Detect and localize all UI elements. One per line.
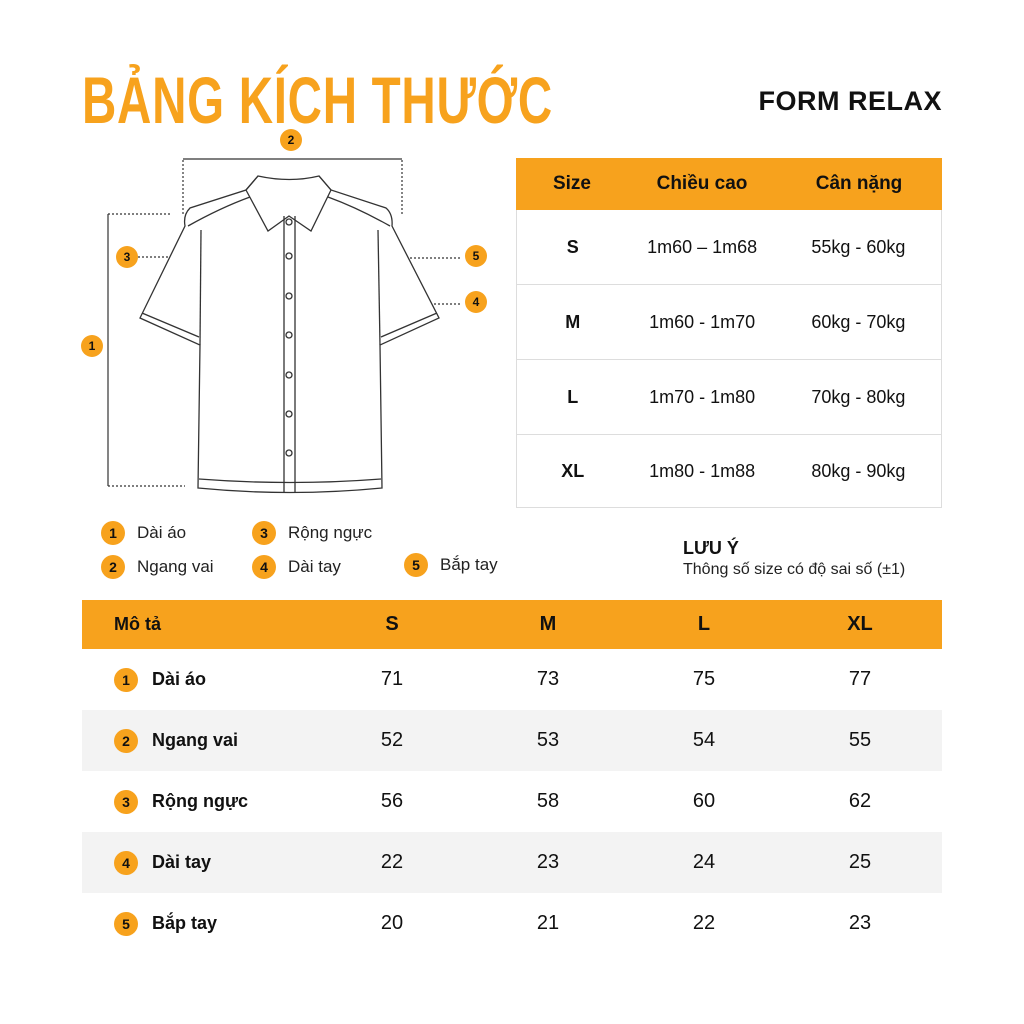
size-row: S 1m60 – 1m68 55kg - 60kg [516, 210, 942, 285]
weight: 70kg - 80kg [811, 386, 906, 407]
row-label: 5 Bắp tay [82, 911, 314, 936]
cell-value: 75 [692, 668, 716, 690]
weight: 60kg - 70kg [811, 311, 906, 332]
size-table-header: Size Chiều cao Cân nặng [516, 158, 942, 210]
row-badge: 5 [114, 911, 138, 936]
cell-value: 62 [848, 790, 872, 812]
legend-item: 1 Dài áo [101, 521, 186, 545]
measure-row: 1 Dài áo 71 73 75 77 [82, 649, 942, 710]
size: S [566, 236, 579, 257]
legend-badge: 4 [252, 555, 276, 579]
shirt-diagram [107, 158, 462, 494]
legend-item: 2 Ngang vai [101, 555, 214, 579]
cell-value: 73 [536, 668, 560, 690]
size-row: L 1m70 - 1m80 70kg - 80kg [516, 360, 942, 435]
header-description: Mô tả [114, 614, 161, 634]
cell-value: 56 [380, 790, 404, 812]
header-m: M [539, 613, 557, 635]
cell-value: 22 [692, 912, 716, 934]
legend-item: 3 Rộng ngực [252, 521, 372, 545]
weight: 80kg - 90kg [811, 460, 906, 481]
measure-row: 3 Rộng ngực 56 58 60 62 [82, 771, 942, 832]
cell-value: 20 [380, 912, 404, 934]
cell-value: 22 [380, 851, 404, 873]
legend-badge: 1 [101, 521, 125, 545]
size-row: M 1m60 - 1m70 60kg - 70kg [516, 285, 942, 360]
buttons-group [285, 218, 293, 457]
height: 1m80 - 1m88 [649, 460, 756, 481]
height: 1m70 - 1m80 [649, 386, 756, 407]
legend-item: 5 Bắp tay [404, 553, 498, 577]
legend-badge: 5 [404, 553, 428, 577]
row-label: 3 Rộng ngực [82, 789, 314, 814]
cell-value: 25 [848, 851, 872, 873]
cell-value: 55 [848, 729, 872, 751]
header-height: Chiều cao [656, 173, 748, 194]
header-xl: XL [847, 613, 873, 635]
marker-5: 5 [465, 245, 487, 267]
row-label-text: Dài áo [152, 669, 207, 689]
row-badge: 1 [114, 667, 138, 692]
legend-label: Dài tay [288, 557, 341, 576]
size: L [567, 386, 579, 407]
marker-3: 3 [116, 246, 138, 268]
size: XL [561, 460, 585, 481]
cell-value: 23 [536, 851, 560, 873]
row-label-text: Bắp tay [152, 913, 218, 933]
cell-value: 54 [692, 729, 716, 751]
legend-badge: 3 [252, 521, 276, 545]
page-title: BẢNG KÍCH THƯỚC [82, 63, 553, 137]
header-size: Size [552, 173, 592, 194]
row-label-text: Ngang vai [152, 730, 239, 750]
legend-label: Rộng ngực [288, 523, 373, 542]
height: 1m60 - 1m70 [649, 311, 756, 332]
header-weight: Cân nặng [815, 173, 903, 194]
note-title: LƯU Ý [683, 538, 739, 558]
cell-value: 21 [536, 912, 560, 934]
measure-table-header: Mô tả S M L XL [82, 600, 942, 649]
cell-value: 24 [692, 851, 716, 873]
row-badge: 4 [114, 850, 138, 875]
marker-2: 2 [280, 129, 302, 151]
row-label: 2 Ngang vai [82, 728, 314, 753]
header-l: L [697, 613, 711, 635]
row-badge: 3 [114, 789, 138, 814]
size: M [565, 311, 581, 332]
form-label: FORM RELAX [758, 86, 942, 116]
marker-4: 4 [465, 291, 487, 313]
cell-value: 52 [380, 729, 404, 751]
legend-item: 4 Dài tay [252, 555, 341, 579]
header-s: S [385, 613, 399, 635]
row-label-text: Dài tay [152, 852, 212, 872]
measure-row: 4 Dài tay 22 23 24 25 [82, 832, 942, 893]
note-text: Thông số size có độ sai số (±1) [683, 561, 906, 578]
cell-value: 71 [380, 668, 404, 690]
row-label-text: Rộng ngực [152, 791, 249, 811]
row-badge: 2 [114, 728, 138, 753]
legend-label: Dài áo [137, 523, 187, 542]
cell-value: 23 [848, 912, 872, 934]
legend-label: Ngang vai [137, 557, 214, 576]
weight: 55kg - 60kg [811, 236, 906, 257]
legend-badge: 2 [101, 555, 125, 579]
cell-value: 77 [848, 668, 872, 690]
cell-value: 53 [536, 729, 560, 751]
height: 1m60 – 1m68 [647, 236, 758, 257]
cell-value: 58 [536, 790, 560, 812]
cell-value: 60 [692, 790, 716, 812]
marker-1: 1 [81, 335, 103, 357]
measure-row: 2 Ngang vai 52 53 54 55 [82, 710, 942, 771]
legend-label: Bắp tay [440, 555, 498, 574]
row-label: 1 Dài áo [82, 667, 314, 692]
size-row: XL 1m80 - 1m88 80kg - 90kg [516, 435, 942, 508]
row-label: 4 Dài tay [82, 850, 314, 875]
measure-row: 5 Bắp tay 20 21 22 23 [82, 893, 942, 954]
